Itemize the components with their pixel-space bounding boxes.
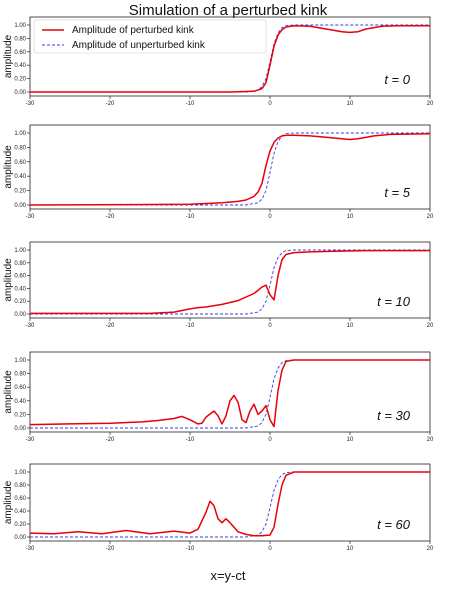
y-tick-label: 0.80	[14, 372, 26, 378]
axes-frame	[29, 16, 431, 97]
x-tick-label: 10	[347, 437, 354, 443]
y-tick-label: 0.40	[14, 174, 26, 180]
y-tick-label: 0.60	[14, 50, 26, 56]
unperturbed-kink-line	[30, 359, 430, 429]
y-tick-label: 1.00	[14, 23, 26, 29]
y-tick-label: 0.00	[14, 535, 26, 541]
x-tick-label: -20	[106, 214, 115, 220]
y-tick-label: 1.00	[14, 131, 26, 137]
y-tick-label: 0.60	[14, 274, 26, 280]
x-tick-label: 20	[427, 101, 434, 107]
y-tick-label: 1.00	[14, 358, 26, 364]
y-axis-label: amplitude	[3, 145, 14, 189]
unperturbed-kink-line	[30, 249, 430, 315]
y-tick-label: 0.40	[14, 63, 26, 69]
y-tick-label: 0.80	[14, 261, 26, 267]
legend-label-unperturbed: Amplitude of unperturbed kink	[72, 40, 206, 51]
x-tick-label: -20	[106, 546, 115, 552]
y-tick-label: 0.60	[14, 160, 26, 166]
x-tick-label: 10	[347, 101, 354, 107]
axes-frame	[29, 124, 431, 210]
axes-frame	[29, 241, 431, 319]
x-tick-label: 20	[427, 546, 434, 552]
x-tick-label: -30	[26, 323, 35, 329]
x-axis-label: x=y-ct	[210, 568, 246, 583]
y-tick-label: 0.20	[14, 189, 26, 195]
legend-box	[33, 19, 267, 54]
x-tick-label: 0	[268, 323, 272, 329]
time-label: t = 60	[377, 517, 411, 532]
unperturbed-kink-line	[30, 471, 430, 538]
x-tick-label: -30	[26, 437, 35, 443]
y-tick-label: 0.20	[14, 522, 26, 528]
x-tick-label: 0	[268, 101, 272, 107]
unperturbed-kink-line	[30, 132, 430, 206]
time-label: t = 10	[377, 294, 411, 309]
panel-0: 0.00 0.20 0.40 0.60 0.80 1.00 -30 -20 -10 0 10 20 am…	[3, 16, 434, 107]
panel-4: 0.00 0.20 0.40 0.60 0.80 1.00 -30 -20 -10 0 10 20 am…	[3, 463, 434, 552]
perturbed-kink-line	[29, 132, 431, 206]
x-tick-label: 20	[427, 323, 434, 329]
figure-title: Simulation of a perturbed kink	[128, 2, 328, 19]
y-axis-label: amplitude	[3, 34, 14, 78]
y-tick-label: 0.20	[14, 77, 26, 83]
x-tick-label: 20	[427, 437, 434, 443]
y-tick-label: 1.00	[14, 470, 26, 476]
x-tick-label: -10	[186, 214, 195, 220]
x-tick-label: 20	[427, 214, 434, 220]
perturbed-kink-line	[29, 471, 430, 537]
y-tick-label: 0.80	[14, 145, 26, 151]
y-tick-label: 0.00	[14, 203, 26, 209]
y-tick-label: 0.40	[14, 286, 26, 292]
x-tick-label: -10	[186, 101, 195, 107]
x-tick-label: 10	[347, 323, 354, 329]
x-tick-label: -20	[106, 437, 115, 443]
x-tick-label: -30	[26, 214, 35, 220]
y-axis-label: amplitude	[3, 258, 14, 302]
x-tick-label: -20	[106, 323, 115, 329]
y-tick-label: 0.80	[14, 36, 26, 42]
panel-2: 0.00 0.20 0.40 0.60 0.80 1.00 -30 -20 -10 0 10 20 am…	[3, 241, 434, 329]
y-tick-label: 1.00	[14, 248, 26, 254]
y-tick-label: 0.20	[14, 299, 26, 305]
time-label: t = 30	[377, 408, 411, 423]
y-tick-label: 0.00	[14, 90, 26, 96]
x-tick-label: 0	[268, 546, 272, 552]
panel-1: 0.00 0.20 0.40 0.60 0.80 1.00 -30 -20 -10 0 10 20 am…	[3, 124, 434, 220]
y-tick-label: 0.20	[14, 412, 26, 418]
axes-frame	[29, 351, 431, 433]
x-tick-label: 0	[268, 437, 272, 443]
x-tick-label: -30	[26, 101, 35, 107]
y-tick-label: 0.00	[14, 426, 26, 432]
x-tick-label: -10	[186, 437, 195, 443]
y-tick-label: 0.60	[14, 385, 26, 391]
perturbed-kink-line	[30, 249, 430, 315]
x-tick-label: -10	[186, 323, 195, 329]
axes-frame	[29, 463, 431, 542]
x-tick-label: 10	[347, 214, 354, 220]
y-axis-label: amplitude	[3, 370, 14, 414]
x-tick-label: -30	[26, 546, 35, 552]
perturbed-kink-line	[30, 24, 430, 93]
legend-label-perturbed: Amplitude of perturbed kink	[72, 25, 195, 36]
x-tick-label: -10	[186, 546, 195, 552]
y-tick-label: 0.00	[14, 312, 26, 318]
time-label: t = 5	[384, 185, 410, 200]
time-label: t = 0	[384, 72, 410, 87]
y-tick-label: 0.40	[14, 399, 26, 405]
y-axis-label: amplitude	[3, 480, 14, 524]
x-tick-label: 0	[268, 214, 272, 220]
y-tick-label: 0.80	[14, 483, 26, 489]
panel-3: 0.00 0.20 0.40 0.60 0.80 1.00 -30 -20 -10 0 10 20 am…	[3, 351, 434, 443]
x-tick-label: 10	[347, 546, 354, 552]
y-tick-label: 0.40	[14, 509, 26, 515]
y-tick-label: 0.60	[14, 496, 26, 502]
perturbed-kink-line	[29, 359, 430, 428]
x-tick-label: -20	[106, 101, 115, 107]
legend: Amplitude of perturbed kink Amplitude of …	[33, 19, 267, 54]
